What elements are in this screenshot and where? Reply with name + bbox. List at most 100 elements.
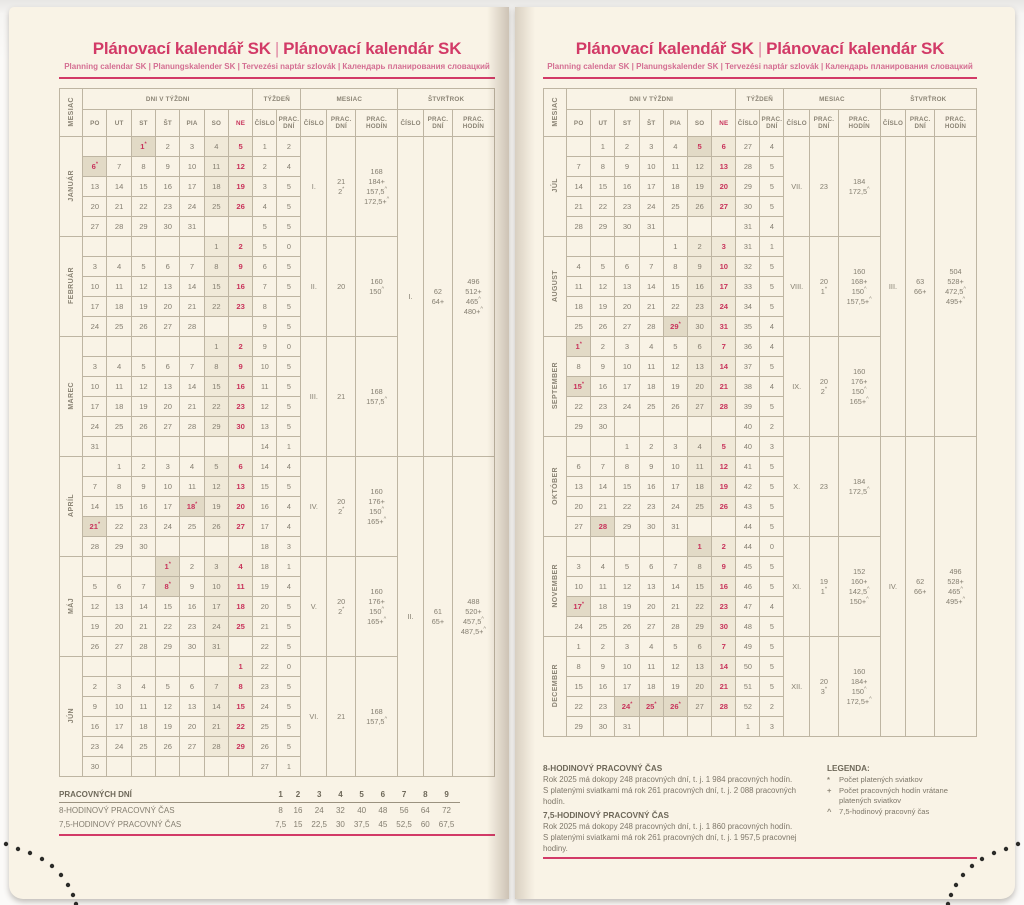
week-workdays-cell: 3 — [276, 536, 302, 557]
day-cell: 14 — [662, 576, 689, 597]
day-cell: 31 — [638, 216, 664, 237]
header-mesiac-column: MESIAC — [58, 88, 84, 137]
month-label: NOVEMBER — [542, 536, 568, 637]
day-cell — [82, 656, 108, 677]
week-workdays-cell: 5 — [276, 396, 302, 417]
week-number-cell: 40 — [735, 416, 761, 437]
day-cell: 23 — [130, 516, 157, 537]
week-number-cell: 22 — [252, 636, 278, 657]
day-cell — [590, 536, 616, 557]
day-cell — [179, 536, 205, 557]
day-cell: 12 — [130, 376, 157, 397]
page-title-part2: Plánovací kalendár SK — [283, 39, 462, 58]
week-number-cell: 40 — [735, 436, 761, 457]
day-cell: 1 — [614, 436, 640, 457]
day-cell: 29 — [227, 736, 254, 757]
week-number-cell: 4 — [252, 196, 278, 217]
day-cell: 11 — [638, 656, 664, 677]
day-cell: 30 — [614, 216, 640, 237]
month-label: FEBRUÁR — [58, 236, 84, 337]
day-cell: 23 — [82, 736, 108, 757]
day-cell — [203, 756, 229, 777]
day-cell: 9 — [638, 456, 664, 477]
day-cell: 6 — [566, 456, 592, 477]
month-number-cell: VI. — [300, 656, 328, 777]
day-cell: 20 — [711, 176, 737, 197]
quarter-number-cell: I. — [397, 136, 424, 457]
week-number-cell: 31 — [735, 216, 761, 237]
week-workdays-cell: 5 — [276, 276, 302, 297]
day-cell: 8 — [130, 156, 157, 177]
day-cell: 18 — [203, 176, 229, 197]
day-cell: 30 — [130, 536, 157, 557]
week-workdays-cell: 4 — [759, 316, 785, 337]
day-cell: 9 — [590, 356, 616, 377]
day-cell: 17 — [203, 596, 229, 617]
legend-item: + Počet pracovných hodín vrátane platenýc… — [827, 786, 977, 807]
day-cell: 2 — [82, 676, 108, 697]
day-cell: 5 — [687, 136, 713, 157]
week-number-cell: 3 — [252, 176, 278, 197]
day-cell: 30 — [179, 636, 205, 657]
day-cell — [227, 756, 254, 777]
day-cell: 28 — [179, 416, 205, 437]
week-workdays-cell: 4 — [759, 376, 785, 397]
day-cell: 17 — [614, 376, 640, 397]
day-cell: 29* — [662, 316, 689, 337]
month-workdays-cell: 20 — [326, 236, 357, 337]
header-day-NE: NE — [227, 109, 254, 137]
week-number-cell: 52 — [735, 696, 761, 717]
week-workdays-cell: 4 — [276, 456, 302, 477]
legend-text: Počet platených sviatkov — [839, 775, 923, 784]
day-cell: 14 — [179, 376, 205, 397]
quarter-workhours-cell: 496 528+ 465^ 495+^ — [934, 436, 977, 737]
day-cell: 11 — [130, 696, 157, 717]
day-cell: 31 — [179, 216, 205, 237]
day-cell: 19 — [614, 596, 640, 617]
day-cell — [227, 536, 254, 557]
day-cell: 15 — [590, 176, 616, 197]
day-cell: 31 — [711, 316, 737, 337]
day-cell: 22 — [155, 616, 181, 637]
day-cell: 13 — [687, 656, 713, 677]
day-cell: 22 — [106, 516, 132, 537]
day-cell: 19 — [687, 176, 713, 197]
workhours-value: 67,5 — [438, 819, 455, 829]
day-cell: 22 — [687, 596, 713, 617]
day-cell: 16 — [638, 476, 664, 497]
day-cell: 1 — [566, 636, 592, 657]
month-workdays-cell: 20 2* — [326, 456, 357, 557]
day-cell: 25* — [638, 696, 664, 717]
day-cell: 6 — [155, 356, 181, 377]
header-prac-hodin: PRAC. HODÍN — [934, 109, 977, 137]
day-cell — [662, 416, 689, 437]
day-cell: 8 — [566, 656, 592, 677]
month-label: JÚL — [542, 136, 568, 237]
day-cell — [638, 236, 664, 257]
day-cell: 27 — [711, 196, 737, 217]
day-cell: 14 — [106, 176, 132, 197]
day-cell — [662, 716, 689, 737]
month-workdays-cell: 20 2* — [809, 336, 839, 437]
week-number-cell: 22 — [252, 656, 278, 677]
month-workhours-cell: 160 176+ 150^ 165+^ — [837, 336, 881, 437]
day-cell: 12 — [687, 156, 713, 177]
day-cell: 27 — [155, 316, 181, 337]
day-cell — [179, 656, 205, 677]
week-number-cell: 7 — [252, 276, 278, 297]
week-number-cell: 27 — [735, 136, 761, 157]
day-cell: 5 — [130, 256, 157, 277]
header-prac-hodin: PRAC. HODÍN — [837, 109, 881, 137]
day-cell — [82, 136, 108, 157]
day-cell: 17 — [638, 176, 664, 197]
week-workdays-cell: 5 — [759, 616, 785, 637]
week-number-cell: 49 — [735, 636, 761, 657]
month-label: DECEMBER — [542, 636, 568, 737]
week-workdays-cell: 5 — [276, 316, 302, 337]
week-number-cell: 8 — [252, 296, 278, 317]
day-cell: 22 — [203, 296, 229, 317]
legend-item: * Počet platených sviatkov — [827, 775, 977, 786]
month-number-cell: XII. — [783, 636, 811, 737]
day-cell: 17 — [614, 676, 640, 697]
